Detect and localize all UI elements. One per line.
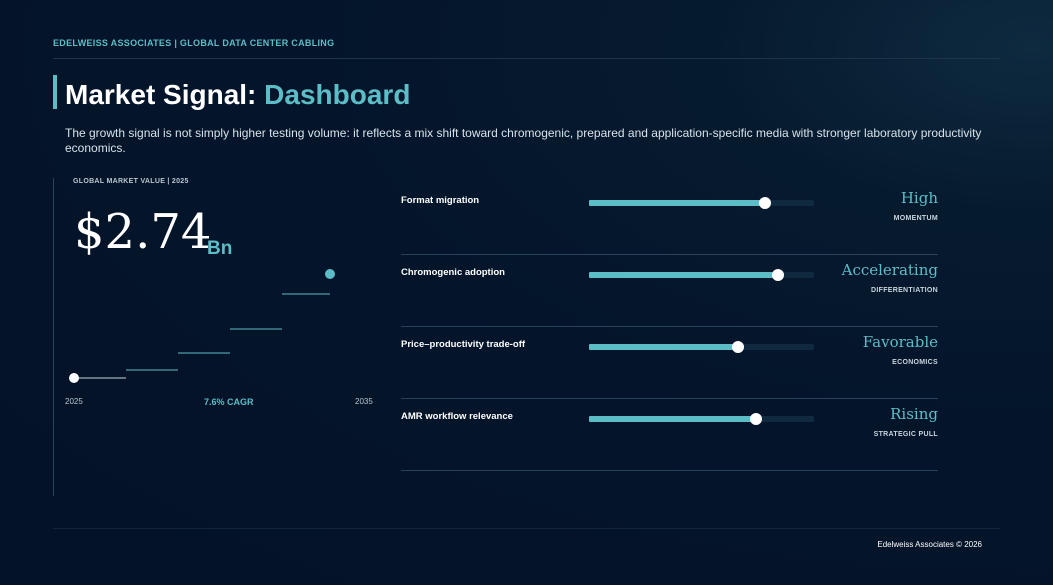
- market-value-unit: Bn: [207, 238, 233, 259]
- left-panel-rule: [53, 178, 54, 496]
- metric-row: Chromogenic adoption Accelerating DIFFER…: [401, 255, 938, 327]
- axis-end-year: 2035: [355, 397, 373, 406]
- metric-value: High: [900, 189, 938, 207]
- axis-start-year: 2025: [65, 397, 83, 406]
- market-value-label: GLOBAL MARKET VALUE | 2025: [73, 178, 189, 185]
- metric-fill: [589, 200, 765, 206]
- metric-track: [589, 197, 814, 209]
- metric-value: Accelerating: [841, 261, 938, 279]
- metric-row: Price–productivity trade-off Favorable E…: [401, 327, 938, 399]
- metric-row: Format migration High MOMENTUM: [401, 183, 938, 255]
- metric-name: Format migration: [401, 195, 480, 206]
- footer-copyright: Edelweiss Associates © 2026: [877, 540, 982, 549]
- metric-track: [589, 413, 814, 425]
- metric-value: Rising: [890, 405, 938, 423]
- metric-fill: [589, 344, 738, 350]
- market-value: $2.74: [74, 204, 212, 260]
- page-title-main: Market Signal:: [65, 79, 265, 110]
- metric-name: Chromogenic adoption: [401, 267, 505, 278]
- metric-track: [589, 269, 814, 281]
- header-divider: [53, 58, 1000, 59]
- metric-slider-knob[interactable]: [758, 197, 771, 209]
- growth-end-dot: [325, 269, 335, 279]
- metric-tag: MOMENTUM: [893, 215, 938, 222]
- metric-tag: ECONOMICS: [892, 359, 938, 366]
- metric-tag: STRATEGIC PULL: [873, 431, 938, 438]
- header-kicker: EDELWEISS ASSOCIATES | GLOBAL DATA CENTE…: [53, 38, 335, 48]
- page-title: Market Signal: Dashboard: [65, 79, 410, 111]
- growth-steps-graphic: [69, 269, 335, 383]
- metric-slider-knob[interactable]: [749, 413, 762, 425]
- growth-start-dot: [69, 373, 79, 383]
- cagr-label: 7.6% CAGR: [204, 397, 254, 407]
- page-subtitle: The growth signal is not simply higher t…: [65, 126, 982, 155]
- title-accent-bar: [53, 75, 57, 109]
- metric-slider-knob[interactable]: [772, 269, 784, 281]
- metric-fill: [589, 272, 778, 278]
- metric-slider-knob[interactable]: [731, 341, 744, 353]
- metric-track: [589, 341, 814, 353]
- metric-name: Price–productivity trade-off: [401, 339, 526, 350]
- metric-tag: DIFFERENTIATION: [871, 287, 938, 294]
- metric-row: AMR workflow relevance Rising STRATEGIC …: [401, 399, 938, 471]
- metric-fill: [589, 416, 756, 422]
- page-title-accent: Dashboard: [264, 79, 411, 110]
- metric-value: Favorable: [862, 333, 938, 351]
- footer-divider: [53, 528, 1000, 529]
- metric-name: AMR workflow relevance: [401, 411, 513, 422]
